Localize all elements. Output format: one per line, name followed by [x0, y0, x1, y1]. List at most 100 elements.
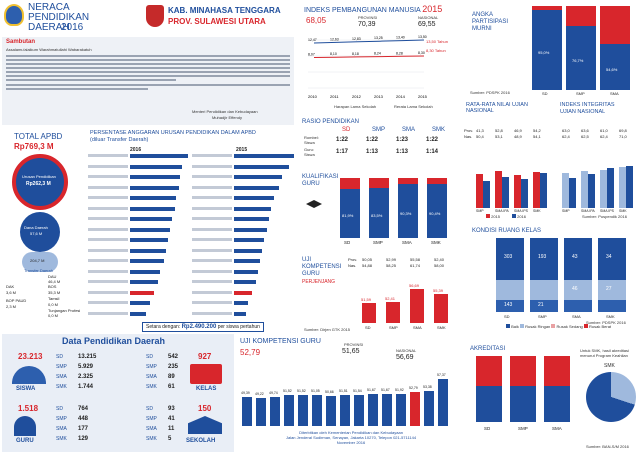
students-icon — [12, 366, 46, 384]
rasio-row2-label: Guru: Siswa — [304, 147, 315, 157]
akreditasi-source: Sumber: BAN-S/M 2016 — [586, 444, 629, 449]
kualifikasi-bar-fill — [427, 183, 447, 238]
apbd-transfer-circle — [22, 252, 58, 272]
sambutan-greeting: Assalamu'alaikum Warahmatullahi Wabaraka… — [6, 47, 92, 52]
ukg2-bar — [382, 394, 392, 426]
apm-panel: ANGKA PARTISIPASI MURNI 95,0% SD 76,7% SMP 5… — [460, 0, 640, 98]
un-nas-value: 48,9 — [514, 134, 522, 139]
apm-bar-value: 76,7% — [572, 57, 584, 63]
ruang-col-label: SMK — [606, 314, 615, 319]
ukg-source: Sumber: Dirjen GTK 2015 — [304, 327, 351, 332]
persentase-left-label — [88, 164, 128, 168]
ipm-top-value: 13,50 — [418, 35, 427, 39]
apbd-bos-value: 35,3 M — [48, 290, 61, 295]
akreditasi-col-label: SD — [484, 426, 491, 431]
persentase-right-bar — [234, 154, 294, 158]
persentase-right-label — [192, 227, 232, 231]
ipm-year: 2012 — [352, 94, 362, 99]
ukg2-bar-value: 49,22 — [255, 391, 264, 396]
kelas-row-value: 235 — [168, 364, 179, 370]
un-bar-2015 — [514, 175, 521, 208]
iiun-bar-2016 — [569, 178, 576, 208]
persentase-right-bar — [234, 164, 289, 169]
guru-row-value: 129 — [78, 436, 89, 442]
iiun-title-2: UJIAN NASIONAL — [560, 109, 606, 115]
title-year: 2016 — [61, 22, 84, 33]
ruang-mid-value: 27 — [606, 286, 612, 292]
siswa-label: SISWA — [16, 386, 36, 392]
persentase-left-bar — [130, 280, 158, 284]
persentase-right-bar — [234, 280, 256, 284]
persentase-right-bar — [234, 206, 271, 211]
guru-row-value: 448 — [78, 416, 89, 422]
iiun-nas-value: 62,4 — [562, 134, 570, 139]
ukg2-bar-value: 51,67 — [367, 388, 376, 393]
sambutan-sign-title: Menteri Pendidikan dan Kebudayaan — [192, 109, 258, 114]
persentase-right-label — [192, 259, 232, 262]
ukg-bar — [434, 293, 448, 323]
kualifikasi-col-label: SMP — [373, 240, 383, 245]
persentase-right-bar — [234, 238, 264, 242]
ipm-prov-value: 70,39 — [358, 21, 376, 28]
apm-bar-fill — [566, 25, 596, 90]
ukg2-bar — [396, 393, 406, 426]
title-line-3: DAERAH — [28, 22, 70, 33]
akreditasi-bar-red — [544, 356, 570, 386]
ipm-bot-value: 8,10 — [330, 52, 337, 56]
ukg2-bar-value: 51,05 — [311, 389, 320, 394]
persentase-title-2: (diluar Transfer Daerah) — [90, 137, 149, 143]
ukg-title-2: KOMPETENSI — [302, 264, 342, 270]
ukg2-bar — [368, 394, 378, 426]
region-logo — [146, 5, 164, 27]
persentase-title-1: PERSENTASE ANGGARAN URUSAN PENDIDIKAN DA… — [90, 130, 256, 136]
apbd-urusan-value: Rp262,3 M — [26, 181, 51, 187]
classroom-icon — [190, 364, 222, 384]
ukg2-bar — [242, 397, 252, 426]
ukg-prov-label: Prov. — [348, 257, 358, 262]
apbd-dau-label: DAU — [48, 274, 57, 279]
ukg-bar-value: 55,39 — [433, 287, 444, 293]
apm-title-1: ANGKA — [472, 12, 494, 18]
sekolah-row-label: SD — [146, 406, 153, 412]
un-bar-2016 — [521, 179, 528, 208]
ukg-col-label: SMK — [437, 325, 446, 330]
apm-bar-label: SMP — [576, 91, 585, 96]
pendidikan-panel: Data Pendidikan Daerah 23.213 SISWA SD 13… — [2, 334, 234, 452]
persentase-left-bar — [130, 175, 180, 179]
kelas-total: 927 — [198, 352, 212, 361]
ruang-top-value: 303 — [504, 254, 513, 260]
siswa-row-label: SMP — [56, 364, 67, 370]
iiun-bar-2015 — [600, 169, 607, 208]
iiun-col-label: SMP — [562, 209, 570, 213]
ukg2-bar-value: 51,51 — [339, 388, 348, 393]
ipm-year: 2013 — [374, 94, 384, 99]
kualifikasi-bar-fill — [398, 183, 418, 238]
persentase-left-label — [88, 248, 128, 252]
iiun-col-label: SMA IPA — [581, 209, 595, 213]
un-col-label: SMA IPS — [514, 209, 529, 213]
apbd-transfer-label: Transfer Daerah — [24, 268, 53, 273]
ukg2-bar-value: 49,39 — [241, 391, 250, 396]
ukg-bar — [410, 288, 424, 323]
apm-bar-fill — [600, 44, 630, 90]
ipm-rls-line — [313, 55, 425, 58]
region-name: KAB. MINAHASA TENGGARA — [168, 6, 281, 15]
siswa-row-value: 2.325 — [78, 374, 94, 380]
persentase-right-bar — [234, 175, 282, 179]
persentase-right-label — [192, 196, 232, 199]
un-prov-value: 54,2 — [533, 128, 541, 133]
ukg-bar — [362, 303, 376, 323]
title-line-2: PENDIDIKAN — [28, 12, 90, 23]
kualifikasi-bar-value: 83,5% — [371, 212, 383, 218]
ukg2-bar — [410, 392, 420, 426]
persentase-left-bar — [130, 185, 179, 190]
header: NERACA PENDIDIKAN DAERAH 2016 KAB. MINAH… — [0, 0, 296, 36]
persentase-left-label — [88, 175, 128, 178]
ukg2-kab: 52,79 — [240, 348, 261, 357]
ukg2-bar — [284, 394, 294, 426]
rasio-row1-value: 1:22 — [426, 137, 439, 143]
ipm-year: 2010 — [308, 94, 318, 99]
apbd-title: TOTAL APBD — [14, 132, 63, 141]
ukg-col-label: SD — [365, 325, 371, 330]
sambutan-text — [6, 54, 290, 92]
